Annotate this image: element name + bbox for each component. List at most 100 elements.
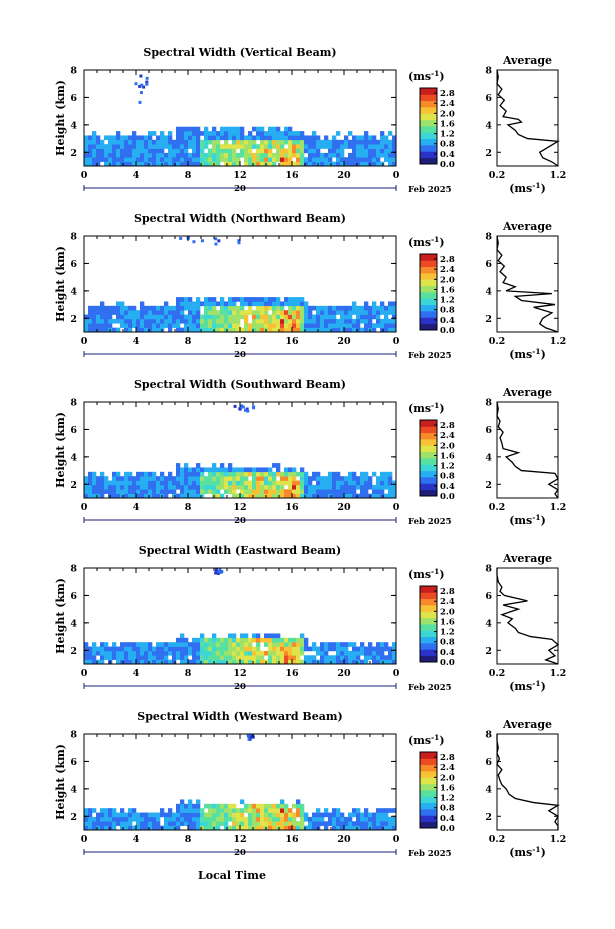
heatmap-cell xyxy=(388,646,393,652)
heatmap-cell xyxy=(260,323,265,328)
heatmap-cell xyxy=(156,659,161,665)
heatmap-cell xyxy=(368,646,373,652)
heatmap-cell xyxy=(352,305,357,311)
heatmap-cell xyxy=(236,646,241,652)
heatmap-cell xyxy=(308,493,313,499)
heatmap-cell xyxy=(116,148,121,154)
heatmap-cell xyxy=(180,152,185,158)
heatmap-cell xyxy=(364,659,369,665)
heatmap-cell xyxy=(132,659,137,665)
heatmap-cell xyxy=(196,493,201,499)
heatmap-cell xyxy=(172,144,177,149)
heatmap-cell xyxy=(100,821,105,826)
heatmap-cell xyxy=(136,493,141,499)
heatmap-cell xyxy=(220,803,225,809)
heatmap-cell xyxy=(288,148,293,154)
heatmap-cell xyxy=(312,305,317,311)
heatmap-cell xyxy=(368,310,373,315)
heatmap-cell xyxy=(200,480,205,486)
heatmap-cell xyxy=(100,646,105,652)
profile-y-tick-label: 6 xyxy=(485,93,492,104)
heatmap-cell xyxy=(188,816,193,822)
heatmap-cell xyxy=(120,314,125,320)
heatmap-cell xyxy=(300,489,305,494)
heatmap-cell xyxy=(212,323,217,328)
heatmap-cell xyxy=(260,493,265,499)
heatmap-cell xyxy=(364,471,369,477)
heatmap-cell xyxy=(188,808,193,813)
heatmap-cell xyxy=(104,816,109,822)
heatmap-cell xyxy=(180,816,185,822)
x-tick-label: 20 xyxy=(337,834,351,845)
heatmap-cell xyxy=(180,646,185,652)
heatmap-cell xyxy=(152,659,157,665)
profile-unit: (ms-1) xyxy=(509,513,546,527)
unit-close: ) xyxy=(439,568,444,581)
heatmap-cell xyxy=(128,646,133,652)
heatmap-cell xyxy=(288,484,293,490)
heatmap-cell xyxy=(324,476,329,481)
heatmap-cell xyxy=(148,642,153,647)
heatmap-cell xyxy=(272,310,277,315)
profile-unit: (ms-1) xyxy=(509,679,546,693)
heatmap-cell xyxy=(192,139,197,145)
profile-unit: (ms-1) xyxy=(509,181,546,195)
heatmap-cell xyxy=(244,139,249,145)
heatmap-cell xyxy=(216,480,221,486)
heatmap-cell xyxy=(128,650,133,656)
heatmap-cell xyxy=(264,323,269,328)
heatmap-cell xyxy=(240,476,245,481)
heatmap-cell xyxy=(108,650,113,656)
heatmap-cell xyxy=(232,305,237,311)
x-tick-label: 0 xyxy=(393,170,400,181)
heatmap-cell xyxy=(268,152,273,158)
heatmap-cell xyxy=(288,135,293,141)
heatmap-cell xyxy=(288,297,293,302)
heatmap-cell xyxy=(124,646,129,652)
heatmap-cell xyxy=(264,808,269,813)
heatmap-cell xyxy=(184,812,189,818)
heatmap-cell xyxy=(292,139,297,145)
heatmap-cell xyxy=(214,568,218,572)
heatmap-cell xyxy=(392,314,397,320)
heatmap-cell xyxy=(200,489,205,494)
colorbar-swatch xyxy=(420,624,437,631)
heatmap-cell xyxy=(176,314,181,320)
profile-y-tick-label: 8 xyxy=(485,730,492,741)
heatmap-cell xyxy=(344,161,349,167)
heatmap-cell xyxy=(224,323,229,328)
heatmap-cell xyxy=(320,476,325,481)
day-label: 20 xyxy=(234,848,246,858)
heatmap-cell xyxy=(196,812,201,818)
heatmap-cell xyxy=(320,493,325,499)
colorbar-swatch xyxy=(420,279,437,287)
heatmap-cell xyxy=(380,493,385,499)
heatmap-cell xyxy=(164,659,169,665)
heatmap-cell xyxy=(332,642,337,647)
heatmap-cell xyxy=(124,642,129,647)
heatmap-cell xyxy=(264,139,269,145)
heatmap-cell xyxy=(296,135,301,141)
heatmap-cell xyxy=(120,812,125,818)
heatmap-cell xyxy=(168,808,173,813)
colorbar: (ms-1)0.00.40.81.21.62.02.42.8 xyxy=(408,69,455,170)
panel-title: Spectral Width (Vertical Beam) xyxy=(143,46,336,59)
heatmap-cell xyxy=(308,646,313,652)
heatmap-cell xyxy=(292,825,297,831)
heatmap-cell xyxy=(216,471,221,477)
heatmap-cell xyxy=(124,821,129,826)
heatmap-cell xyxy=(104,825,109,831)
heatmap-cell xyxy=(145,80,149,84)
heatmap-cell xyxy=(212,808,217,813)
heatmap-cell xyxy=(152,310,157,315)
heatmap-cell xyxy=(316,650,321,656)
heatmap-cell xyxy=(244,301,249,307)
heatmap-cell xyxy=(320,314,325,320)
heatmap-cell xyxy=(392,489,397,494)
heatmap-cell xyxy=(264,148,269,154)
heatmap-cell xyxy=(272,655,277,660)
heatmap-cell xyxy=(268,659,273,665)
heatmap-cell xyxy=(84,493,89,499)
unit-exponent: -1 xyxy=(532,181,540,190)
heatmap-cell xyxy=(304,318,309,324)
